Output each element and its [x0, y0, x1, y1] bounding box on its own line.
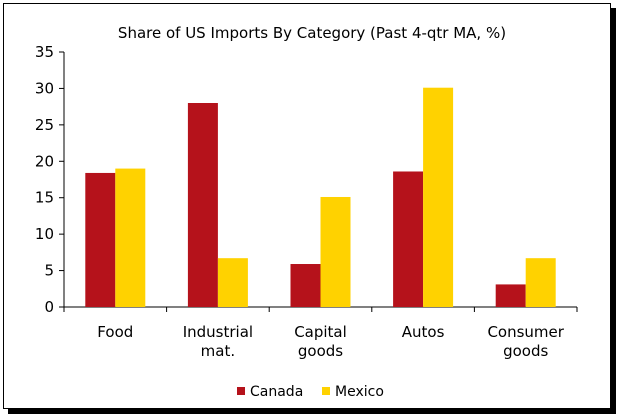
y-tick-label: 10: [35, 225, 54, 243]
bar-canada: [290, 264, 321, 307]
category-label: mat.: [201, 342, 235, 360]
category-label: Industrial: [183, 323, 253, 341]
legend-label-canada: Canada: [250, 384, 303, 400]
chart-title: Share of US Imports By Category (Past 4-…: [118, 24, 506, 42]
y-tick-label: 0: [44, 298, 54, 316]
category-label: goods: [503, 342, 548, 360]
legend-label-mexico: Mexico: [335, 384, 384, 400]
category-label: Food: [97, 323, 133, 341]
bar-mexico: [423, 87, 454, 307]
bar-canada: [495, 284, 526, 307]
y-tick-label: 25: [35, 116, 54, 134]
bars: [85, 87, 556, 307]
legend-swatch-mexico: [322, 387, 330, 395]
y-tick-label: 20: [35, 152, 54, 170]
legend: Canada Mexico: [237, 384, 384, 400]
category-label: Capital: [294, 323, 347, 341]
y-tick-label: 15: [35, 189, 54, 207]
category-label: goods: [298, 342, 343, 360]
y-tick-label: 30: [35, 79, 54, 97]
y-tick-label: 35: [35, 43, 54, 61]
category-label: Autos: [402, 323, 445, 341]
y-tick-label: 5: [44, 262, 54, 280]
category-label: Consumer: [487, 323, 564, 341]
bar-canada: [393, 171, 424, 307]
bar-mexico: [525, 258, 556, 307]
legend-swatch-canada: [237, 387, 245, 395]
bar-canada: [85, 172, 116, 307]
bar-mexico: [217, 258, 248, 307]
bar-canada: [187, 103, 218, 307]
bar-mexico: [320, 196, 351, 307]
bar-mexico: [115, 168, 146, 307]
y-axis: 0 5 10 15 20 25 30 35: [35, 43, 65, 316]
